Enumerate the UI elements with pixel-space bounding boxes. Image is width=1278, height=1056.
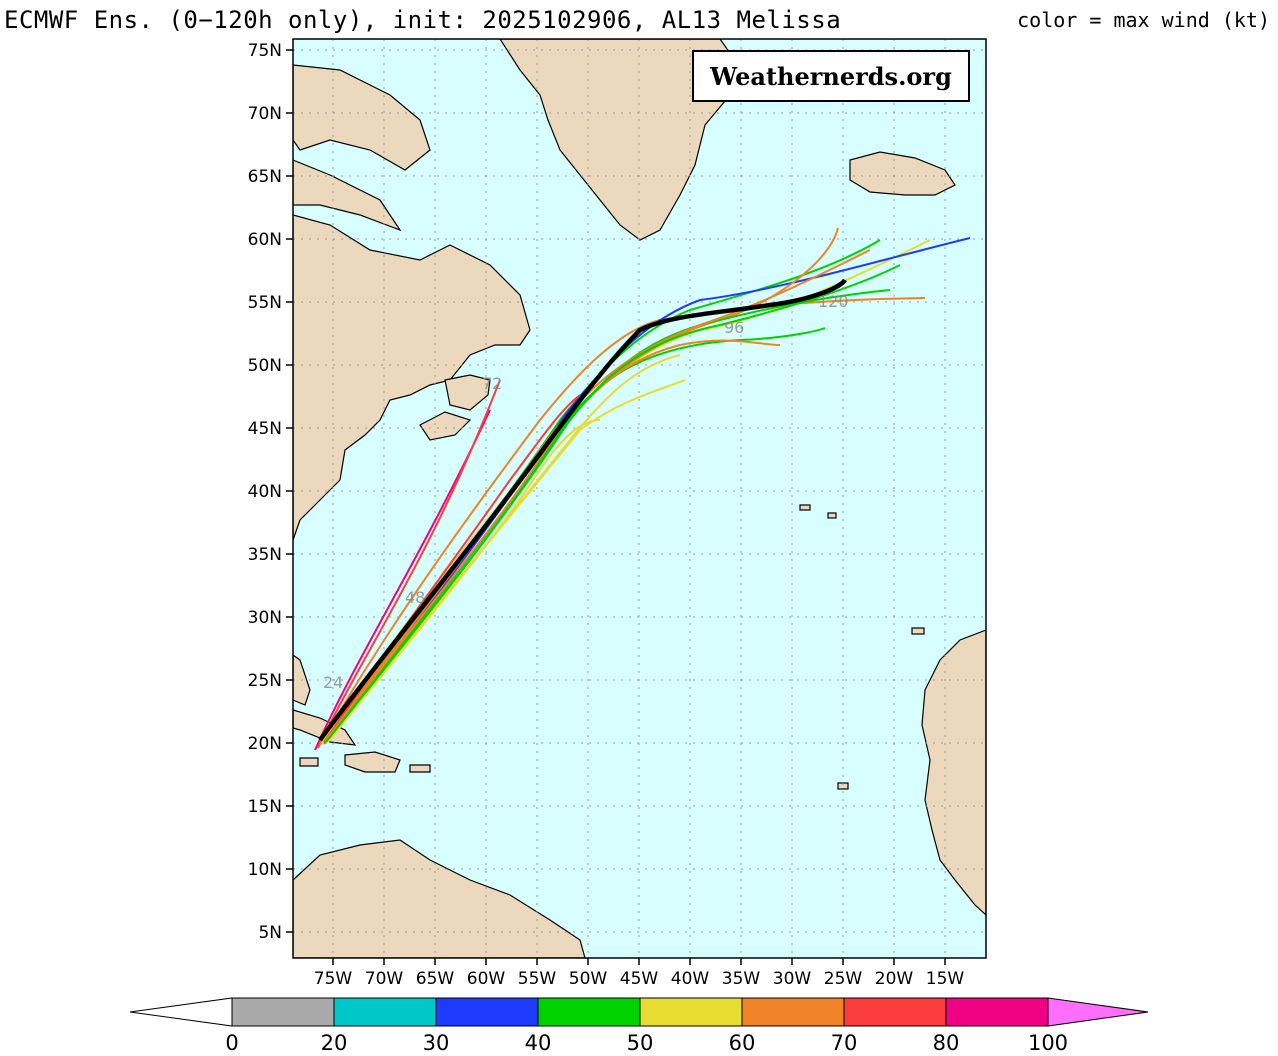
hour-label-96: 96 — [724, 318, 744, 337]
lon-label: 30W — [773, 969, 812, 989]
canary-islands — [911, 627, 925, 635]
lon-label: 60W — [467, 969, 506, 989]
hispaniola — [344, 751, 401, 773]
hour-label-48: 48 — [405, 588, 425, 607]
colorbar-label: 60 — [729, 1031, 756, 1055]
lat-label: 20N — [248, 734, 282, 754]
longitude-labels: 75W 70W 65W 60W 55W 50W 45W 40W 35W 30W … — [314, 969, 965, 989]
lat-label: 65N — [248, 167, 282, 187]
tick-marks — [286, 49, 946, 965]
lat-label: 5N — [258, 923, 282, 943]
lon-label: 15W — [926, 969, 965, 989]
colorbar-swatch — [333, 997, 437, 1027]
newfoundland — [444, 374, 491, 411]
arctic-islands — [293, 64, 431, 171]
watermark-text: Weathernerds.org — [710, 61, 952, 91]
colorbar-swatch — [741, 997, 845, 1027]
lon-label: 55W — [518, 969, 557, 989]
colorbar-swatch — [537, 997, 641, 1027]
azores — [799, 504, 811, 511]
lon-label: 25W — [824, 969, 863, 989]
colorbar-swatch — [639, 997, 743, 1027]
colorbar-label: 70 — [831, 1031, 858, 1055]
lon-label: 45W — [620, 969, 659, 989]
lon-label: 70W — [365, 969, 404, 989]
lon-label: 35W — [722, 969, 761, 989]
plot-title: ECMWF Ens. (0−120h only), init: 20251029… — [4, 6, 842, 34]
track-member — [317, 379, 501, 749]
watermark-box: Weathernerds.org — [692, 50, 970, 102]
lat-label: 35N — [248, 545, 282, 565]
colorbar-swatch — [231, 997, 335, 1027]
hour-label-24: 24 — [323, 673, 343, 692]
colorbar-label: 0 — [225, 1031, 238, 1055]
colorbar-swatch — [945, 997, 1049, 1027]
colorbar-label: 80 — [933, 1031, 960, 1055]
africa — [921, 629, 986, 916]
track-member — [326, 354, 681, 742]
lat-label: 60N — [248, 230, 282, 250]
lat-label: 45N — [248, 419, 282, 439]
colorbar-swatch — [843, 997, 947, 1027]
lat-label: 15N — [248, 797, 282, 817]
lat-lon-grid — [293, 39, 986, 958]
lat-label: 75N — [248, 41, 282, 61]
hour-label-120: 120 — [818, 292, 849, 311]
colorbar-labels: 0 20 30 40 50 60 70 80 100 — [225, 1031, 1068, 1055]
track-member — [314, 409, 491, 751]
colorbar-label: 20 — [321, 1031, 348, 1055]
latitude-labels: 75N 70N 65N 60N 55N 50N 45N 40N 35N 30N … — [248, 41, 282, 943]
lat-label: 10N — [248, 860, 282, 880]
lon-label: 65W — [416, 969, 455, 989]
colorbar-left-arrow — [129, 997, 233, 1027]
colorbar-swatch — [435, 997, 539, 1027]
lat-label: 55N — [248, 293, 282, 313]
colorbar — [129, 997, 1149, 1027]
color-legend-note: color = max wind (kt) — [1017, 8, 1270, 32]
colorbar-right-arrow — [1047, 997, 1149, 1027]
iceland — [849, 151, 956, 196]
hour-label-72: 72 — [482, 374, 502, 393]
lon-label: 50W — [569, 969, 608, 989]
colorbar-label: 30 — [423, 1031, 450, 1055]
baffin-south — [293, 159, 402, 232]
colorbar-label: 40 — [525, 1031, 552, 1055]
lat-label: 30N — [248, 608, 282, 628]
colorbar-label: 100 — [1028, 1031, 1068, 1055]
ensemble-mean-track — [318, 278, 847, 742]
lat-label: 25N — [248, 671, 282, 691]
lat-label: 70N — [248, 104, 282, 124]
track-member — [325, 264, 901, 743]
lon-label: 75W — [314, 969, 353, 989]
lon-label: 20W — [875, 969, 914, 989]
lat-label: 50N — [248, 356, 282, 376]
jamaica — [299, 757, 319, 767]
lon-label: 40W — [671, 969, 710, 989]
lat-label: 40N — [248, 482, 282, 502]
colorbar-label: 50 — [627, 1031, 654, 1055]
puerto-rico — [409, 764, 431, 773]
